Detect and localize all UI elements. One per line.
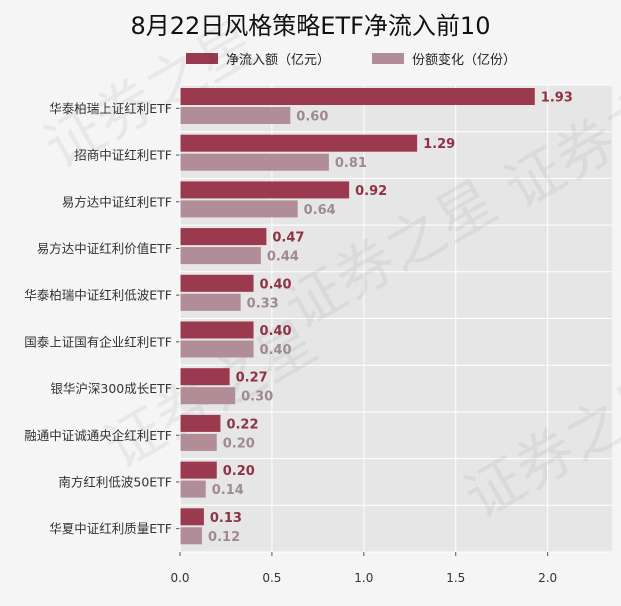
data-label-share-change: 0.12 (208, 530, 240, 545)
x-tick-label: 0.0 (170, 571, 189, 585)
data-label-net-inflow: 0.20 (223, 464, 255, 479)
data-label-net-inflow: 0.47 (272, 231, 304, 246)
legend-label-share-change: 份额变化（亿份） (412, 52, 517, 68)
bar-share-change (180, 200, 298, 218)
data-label-share-change: 0.44 (267, 250, 299, 265)
bar-share-change (180, 387, 236, 405)
y-tick-label: 融通中证诚通央企红利ETF (24, 428, 172, 443)
y-tick-label: 易方达中证红利ETF (62, 194, 172, 209)
data-label-share-change: 0.33 (247, 296, 279, 311)
data-label-net-inflow: 1.29 (423, 137, 455, 152)
bar-net-inflow (180, 134, 418, 152)
bar-net-inflow (180, 274, 254, 292)
bar-share-change (180, 153, 329, 171)
x-tick-label: 1.5 (446, 571, 465, 585)
data-label-net-inflow: 0.22 (226, 417, 258, 432)
y-tick-label: 易方达中证红利价值ETF (37, 241, 172, 256)
chart-title: 8月22日风格策略ETF净流入前10 (130, 12, 491, 40)
bar-net-inflow (180, 321, 254, 339)
data-label-share-change: 0.64 (304, 203, 336, 218)
bar-share-change (180, 340, 254, 358)
data-label-net-inflow: 0.40 (260, 277, 292, 292)
data-label-share-change: 0.60 (296, 110, 328, 125)
bar-share-change (180, 480, 206, 498)
bar-share-change (180, 433, 217, 451)
y-tick-label: 华夏中证红利质量ETF (49, 521, 172, 536)
bar-net-inflow (180, 414, 221, 432)
legend-item-net-inflow[interactable]: 净流入额（亿元） (186, 49, 330, 68)
legend-swatch-net-inflow (186, 52, 218, 64)
data-label-net-inflow: 0.40 (260, 324, 292, 339)
y-tick-label: 华泰柏瑞中证红利低波ETF (24, 288, 172, 303)
data-label-share-change: 0.40 (260, 343, 292, 358)
y-tick-label: 银华沪深300成长ETF (50, 381, 172, 396)
bar-net-inflow (180, 508, 204, 526)
data-label-net-inflow: 0.13 (210, 511, 242, 526)
data-label-share-change: 0.14 (212, 483, 244, 498)
legend-swatch-share-change (372, 52, 405, 64)
data-label-net-inflow: 0.92 (355, 184, 387, 199)
bar-net-inflow (180, 368, 230, 386)
bar-net-inflow (180, 228, 267, 246)
data-label-share-change: 0.30 (241, 390, 273, 405)
y-tick-label: 华泰柏瑞上证红利ETF (49, 101, 172, 116)
data-label-net-inflow: 1.93 (541, 91, 573, 106)
x-tick-label: 0.5 (262, 571, 281, 585)
bar-net-inflow (180, 181, 350, 199)
legend-label-net-inflow: 净流入额（亿元） (226, 52, 331, 68)
bar-share-change (180, 107, 291, 124)
bar-net-inflow (180, 461, 217, 479)
y-tick-label: 南方红利低波50ETF (58, 474, 172, 489)
x-tick-label: 2.0 (538, 571, 557, 585)
bar-net-inflow (180, 88, 535, 105)
data-label-share-change: 0.81 (335, 156, 367, 171)
data-label-share-change: 0.20 (223, 436, 255, 451)
bar-share-change (180, 293, 241, 311)
legend: 净流入额（亿元） 份额变化（亿份） (186, 48, 558, 68)
bar-share-change (180, 527, 203, 545)
y-tick-label: 招商中证红利ETF (74, 148, 172, 163)
bar-share-change (180, 247, 261, 265)
y-tick-label: 国泰上证国有企业红利ETF (24, 334, 172, 349)
data-label-net-inflow: 0.27 (236, 371, 268, 386)
x-tick-label: 1.0 (354, 571, 373, 585)
legend-item-share-change[interactable]: 份额变化（亿份） (372, 49, 516, 68)
